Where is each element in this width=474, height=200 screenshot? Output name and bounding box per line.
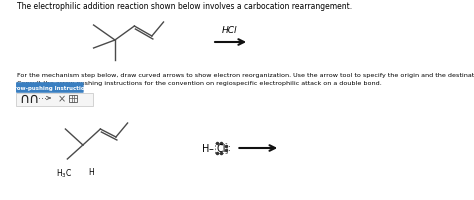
Text: Arrow-pushing Instructions: Arrow-pushing Instructions bbox=[8, 86, 92, 91]
FancyBboxPatch shape bbox=[16, 93, 93, 106]
Bar bbox=[69, 95, 77, 102]
Text: ···: ··· bbox=[38, 94, 47, 103]
FancyBboxPatch shape bbox=[16, 83, 84, 93]
Text: ∩∩: ∩∩ bbox=[19, 92, 39, 105]
Text: –: – bbox=[208, 143, 213, 153]
Text: Cl: Cl bbox=[216, 143, 226, 153]
Text: ×: × bbox=[58, 94, 66, 103]
Text: HCl: HCl bbox=[222, 26, 237, 35]
Text: :: : bbox=[228, 144, 230, 153]
Text: H: H bbox=[89, 167, 94, 176]
Text: Consult the arrow-pushing instructions for the convention on regiospecific elect: Consult the arrow-pushing instructions f… bbox=[17, 81, 382, 86]
Text: H$_3$C: H$_3$C bbox=[55, 167, 72, 180]
Text: For the mechanism step below, draw curved arrows to show electron reorganization: For the mechanism step below, draw curve… bbox=[17, 73, 474, 78]
Text: H: H bbox=[202, 143, 210, 153]
Text: The electrophilic addition reaction shown below involves a carbocation rearrange: The electrophilic addition reaction show… bbox=[17, 2, 352, 11]
